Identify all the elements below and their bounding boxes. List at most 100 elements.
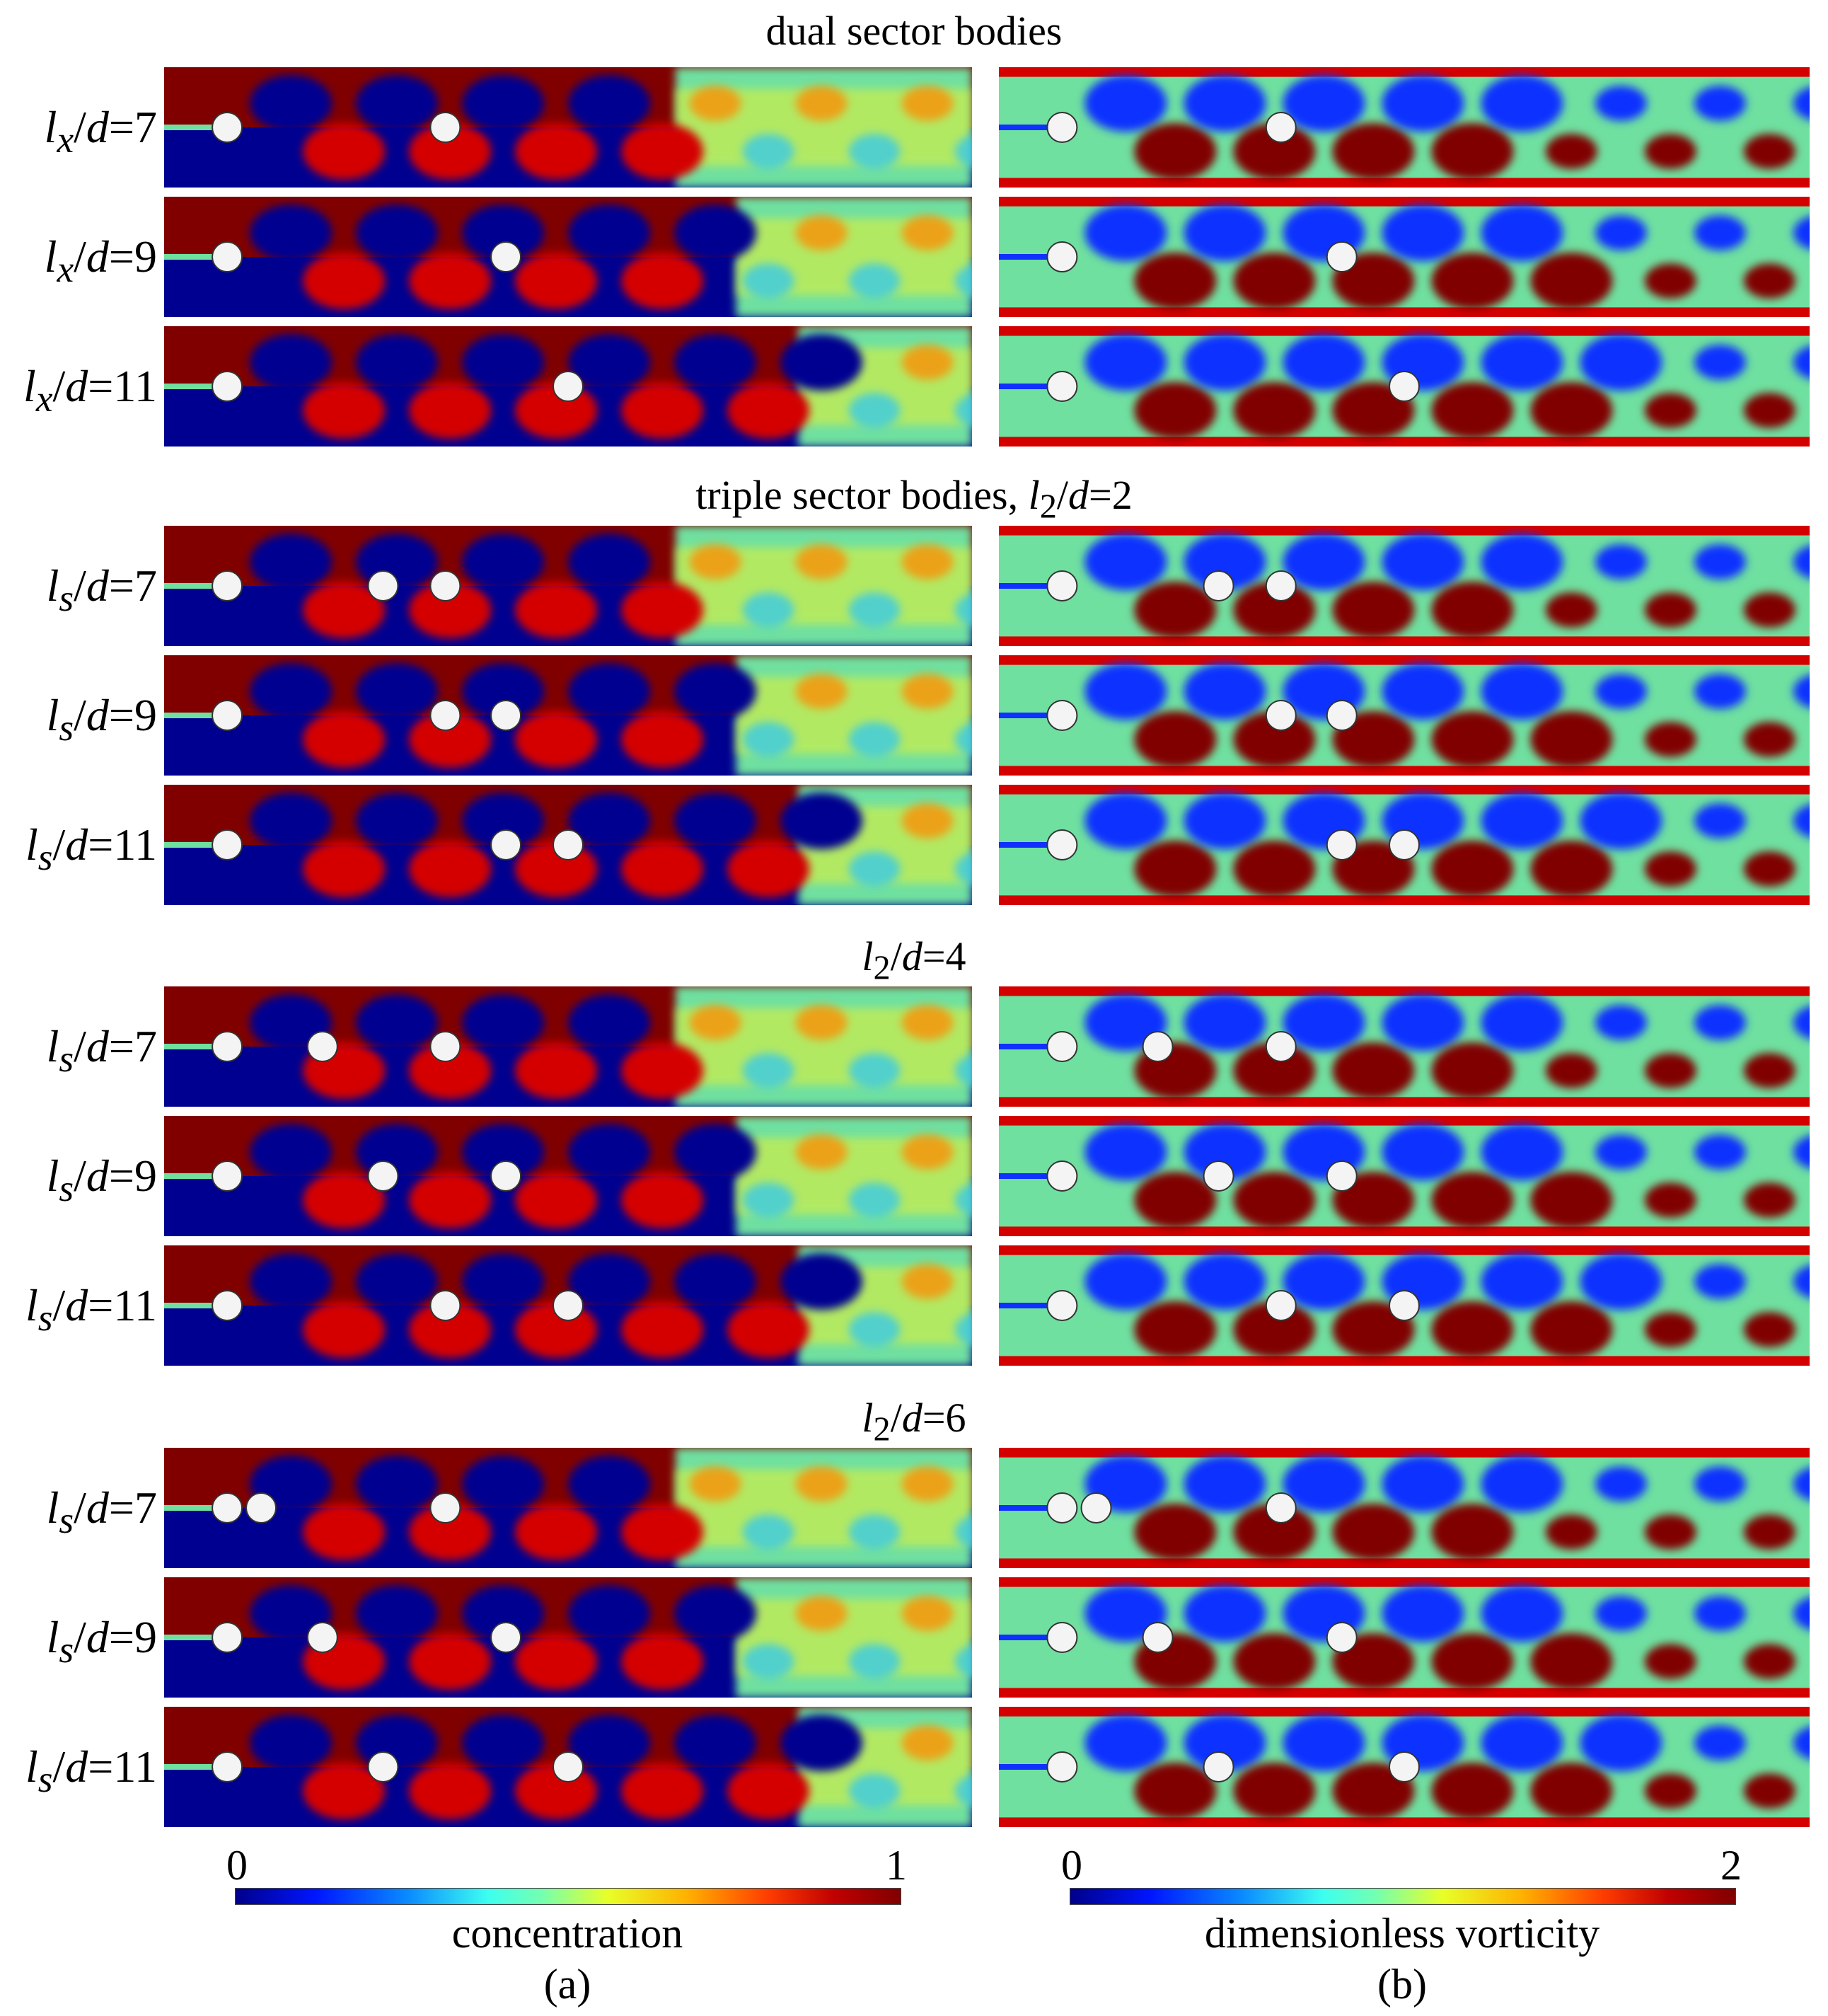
vortex xyxy=(1481,1456,1563,1512)
sector-body xyxy=(490,1160,522,1192)
inlet-streak xyxy=(164,125,228,130)
vortex xyxy=(1431,253,1514,309)
sector-body xyxy=(306,1031,338,1062)
vortex xyxy=(742,1053,794,1088)
vortex xyxy=(250,663,332,720)
vortex xyxy=(409,711,492,768)
bottom-wall-layer xyxy=(999,1688,1810,1698)
vortex xyxy=(1283,994,1365,1051)
vortex xyxy=(1481,1124,1563,1180)
inlet-streak xyxy=(164,1044,228,1049)
vortex xyxy=(1793,1468,1810,1500)
vortex xyxy=(621,1042,704,1099)
vortex xyxy=(303,123,386,180)
vortex xyxy=(1644,722,1696,757)
concentration-label: concentration xyxy=(451,1910,683,1957)
sector-body xyxy=(1046,700,1078,731)
sector-body xyxy=(553,829,584,860)
vortex xyxy=(848,263,901,299)
bottom-wall-layer xyxy=(999,178,1810,188)
vortex xyxy=(462,1253,545,1310)
vortex xyxy=(1084,205,1167,261)
vortex xyxy=(1793,546,1810,578)
vortex xyxy=(1084,1124,1167,1180)
vortex xyxy=(848,1514,901,1550)
inlet-streak xyxy=(999,254,1063,260)
section-title: l2/d=4 xyxy=(862,933,966,987)
vortex xyxy=(409,1504,492,1560)
subfigure-label: (a) xyxy=(543,1961,591,2008)
vortex xyxy=(1694,215,1746,250)
row-label: ls/d=9 xyxy=(46,1612,157,1671)
sector-body xyxy=(212,829,243,860)
sector-body xyxy=(1046,1622,1078,1653)
vortex xyxy=(727,841,810,897)
vortex xyxy=(462,534,545,590)
sector-body xyxy=(1080,1492,1112,1523)
sector-body xyxy=(429,1031,461,1062)
vortex xyxy=(1481,1585,1563,1642)
vorticity-panel xyxy=(999,1448,1810,1568)
vortex xyxy=(848,851,901,887)
vortex xyxy=(1134,123,1217,180)
sector-body xyxy=(1265,1031,1297,1062)
row-label: ls/d=11 xyxy=(25,1280,157,1339)
vortex xyxy=(727,1763,810,1819)
vortex xyxy=(901,1725,954,1761)
sector-body xyxy=(429,700,461,731)
concentration-panel xyxy=(164,1448,972,1568)
sector-body xyxy=(429,1492,461,1523)
vortex xyxy=(462,1456,545,1512)
top-wall-layer xyxy=(999,1707,1810,1717)
bottom-wall-layer xyxy=(999,437,1810,447)
vortex xyxy=(954,593,972,627)
vortex xyxy=(303,253,386,309)
vortex xyxy=(1481,994,1563,1051)
vortex xyxy=(1793,1727,1810,1759)
vortex xyxy=(1431,1301,1514,1358)
vortex xyxy=(409,1301,492,1358)
vortex xyxy=(621,582,704,638)
concentration-panel xyxy=(164,1245,972,1366)
vortex xyxy=(462,793,545,849)
vortex xyxy=(1431,1763,1514,1819)
vortex xyxy=(462,1585,545,1642)
vortex xyxy=(303,1172,386,1228)
vortex xyxy=(1184,994,1266,1051)
inlet-streak xyxy=(999,1303,1063,1308)
sector-body xyxy=(1326,829,1358,860)
vorticity-panel xyxy=(999,655,1810,776)
inlet-streak xyxy=(999,125,1063,130)
sector-body xyxy=(1046,1031,1078,1062)
vortex xyxy=(1184,1715,1266,1771)
vortex xyxy=(1233,1301,1316,1358)
sector-body xyxy=(1046,1751,1078,1782)
concentration-min-tick: 0 xyxy=(226,1842,248,1889)
vortex xyxy=(1431,711,1514,768)
vortex xyxy=(1644,592,1696,628)
vortex xyxy=(568,1124,651,1180)
vortex xyxy=(1595,215,1647,250)
vortex xyxy=(462,1124,545,1180)
vortex xyxy=(1084,534,1167,590)
top-wall-layer xyxy=(999,1448,1810,1458)
vortex xyxy=(409,841,492,897)
vortex xyxy=(1644,393,1696,428)
top-wall-layer xyxy=(999,785,1810,795)
vortex xyxy=(568,534,651,590)
vortex xyxy=(1694,1725,1746,1761)
inlet-streak xyxy=(999,384,1063,389)
concentration-panel xyxy=(164,326,972,447)
vortex xyxy=(1382,75,1464,132)
vortex xyxy=(1545,1053,1597,1088)
concentration-panel xyxy=(164,986,972,1107)
vortex xyxy=(1793,87,1810,120)
subfigure-label: (b) xyxy=(1377,1961,1427,2008)
vortex xyxy=(1793,1006,1810,1039)
vortex xyxy=(515,1172,598,1228)
vortex xyxy=(1332,1042,1415,1099)
vortex xyxy=(250,1253,332,1310)
vortex xyxy=(1481,793,1563,849)
vortex xyxy=(1233,711,1316,768)
vortex xyxy=(901,1134,954,1170)
